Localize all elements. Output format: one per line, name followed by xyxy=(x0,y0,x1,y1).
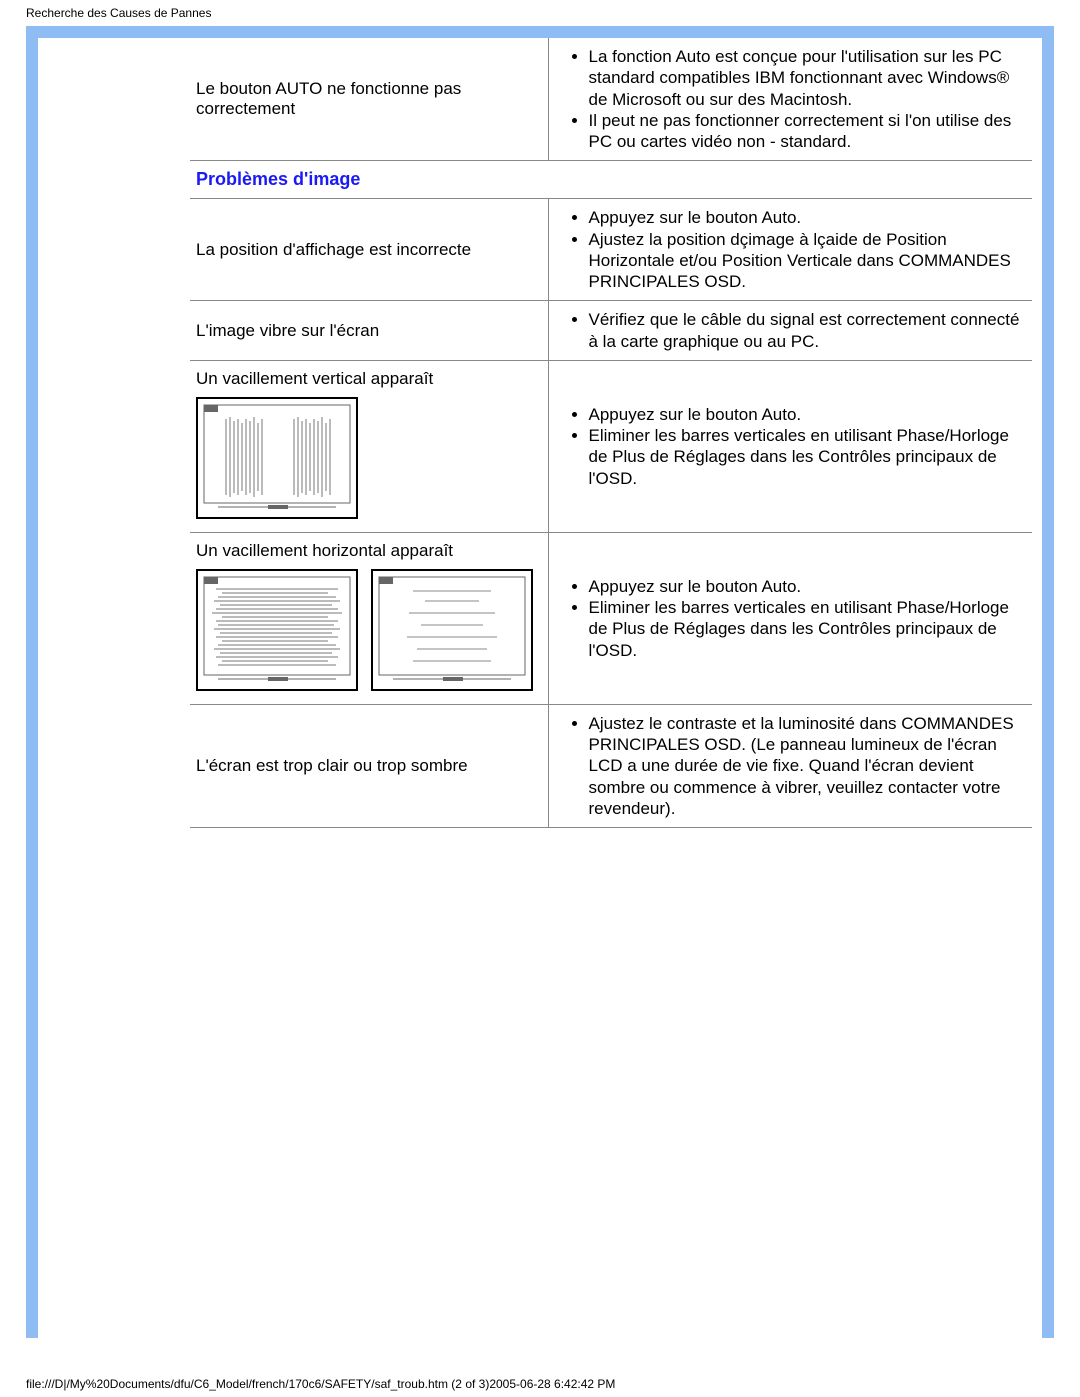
solution-item: Appuyez sur le bouton Auto. xyxy=(589,207,1027,228)
horizontal-flicker-sparse-icon xyxy=(371,569,533,691)
problem-cell: La position d'affichage est incorrecte xyxy=(190,199,548,301)
table-row: La position d'affichage est incorrecte A… xyxy=(190,199,1032,301)
table-row: L'écran est trop clair ou trop sombre Aj… xyxy=(190,705,1032,828)
solution-cell: Vérifiez que le câble du signal est corr… xyxy=(548,301,1032,360)
table-row: Un vacillement vertical apparaît xyxy=(190,361,1032,533)
horizontal-flicker-dense-icon xyxy=(196,569,358,691)
solution-cell: La fonction Auto est conçue pour l'utili… xyxy=(548,38,1032,161)
solution-item: La fonction Auto est conçue pour l'utili… xyxy=(589,46,1027,110)
solution-cell: Appuyez sur le bouton Auto. Eliminer les… xyxy=(548,533,1032,705)
problem-text: Un vacillement vertical apparaît xyxy=(196,369,542,389)
solution-item: Appuyez sur le bouton Auto. xyxy=(589,404,1027,425)
solution-item: Vérifiez que le câble du signal est corr… xyxy=(589,309,1027,352)
table-row: Un vacillement horizontal apparaît xyxy=(190,533,1032,705)
section-heading: Problèmes d'image xyxy=(190,161,1032,199)
solution-cell: Appuyez sur le bouton Auto. Eliminer les… xyxy=(548,361,1032,533)
page-title: Recherche des Causes de Pannes xyxy=(0,0,1080,26)
content-frame: Le bouton AUTO ne fonctionne pas correct… xyxy=(26,26,1054,1338)
table-row: Le bouton AUTO ne fonctionne pas correct… xyxy=(190,38,1032,161)
vertical-flicker-icon xyxy=(196,397,358,519)
solution-item: Eliminer les barres verticales en utilis… xyxy=(589,425,1027,489)
problem-cell: L'écran est trop clair ou trop sombre xyxy=(190,705,548,828)
troubleshooting-table: Le bouton AUTO ne fonctionne pas correct… xyxy=(190,38,1032,828)
problem-cell: Un vacillement horizontal apparaît xyxy=(190,533,548,705)
section-heading-row: Problèmes d'image xyxy=(190,161,1032,199)
footer-path: file:///D|/My%20Documents/dfu/C6_Model/f… xyxy=(26,1377,615,1391)
solution-cell: Appuyez sur le bouton Auto. Ajustez la p… xyxy=(548,199,1032,301)
solution-item: Il peut ne pas fonctionner correctement … xyxy=(589,110,1027,153)
problem-cell: L'image vibre sur l'écran xyxy=(190,301,548,360)
solution-item: Eliminer les barres verticales en utilis… xyxy=(589,597,1027,661)
solution-item: Ajustez le contraste et la luminosité da… xyxy=(589,713,1027,819)
solution-cell: Ajustez le contraste et la luminosité da… xyxy=(548,705,1032,828)
problem-cell: Un vacillement vertical apparaît xyxy=(190,361,548,533)
problem-cell: Le bouton AUTO ne fonctionne pas correct… xyxy=(190,38,548,161)
solution-item: Appuyez sur le bouton Auto. xyxy=(589,576,1027,597)
solution-item: Ajustez la position dçimage à lçaide de … xyxy=(589,229,1027,293)
table-row: L'image vibre sur l'écran Vérifiez que l… xyxy=(190,301,1032,360)
problem-text: Un vacillement horizontal apparaît xyxy=(196,541,542,561)
